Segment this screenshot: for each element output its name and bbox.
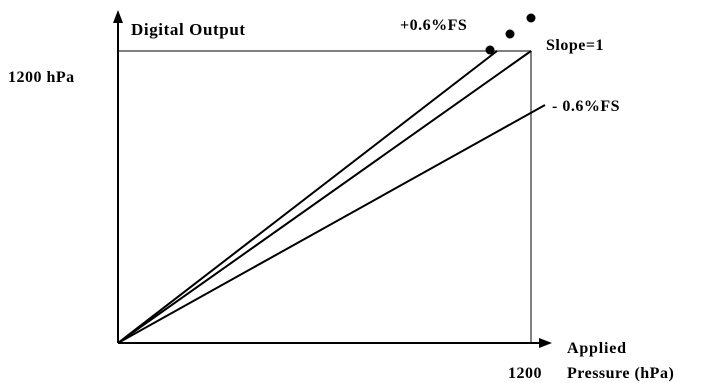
x-axis-title-line1: Applied [567,340,627,357]
ellipsis-dot [526,13,536,23]
ellipsis-dot [505,29,515,39]
y-axis-title: Digital Output [131,20,246,39]
y-max-label: 1200 hPa [8,69,75,86]
slope-one-line [117,50,532,344]
lower-line-label: - 0.6%FS [552,98,620,115]
slope-label: Slope=1 [546,37,604,54]
x-axis-arrow-icon [539,338,552,348]
y-axis-arrow-icon [113,10,123,23]
lower-tolerance-line [117,104,546,344]
ellipsis-dot [485,45,495,55]
x-axis-title-line2: Pressure (hPa) [567,365,674,382]
x-max-label: 1200 [508,365,542,382]
upper-tolerance-line [117,50,498,344]
upper-line-label: +0.6%FS [400,17,467,34]
